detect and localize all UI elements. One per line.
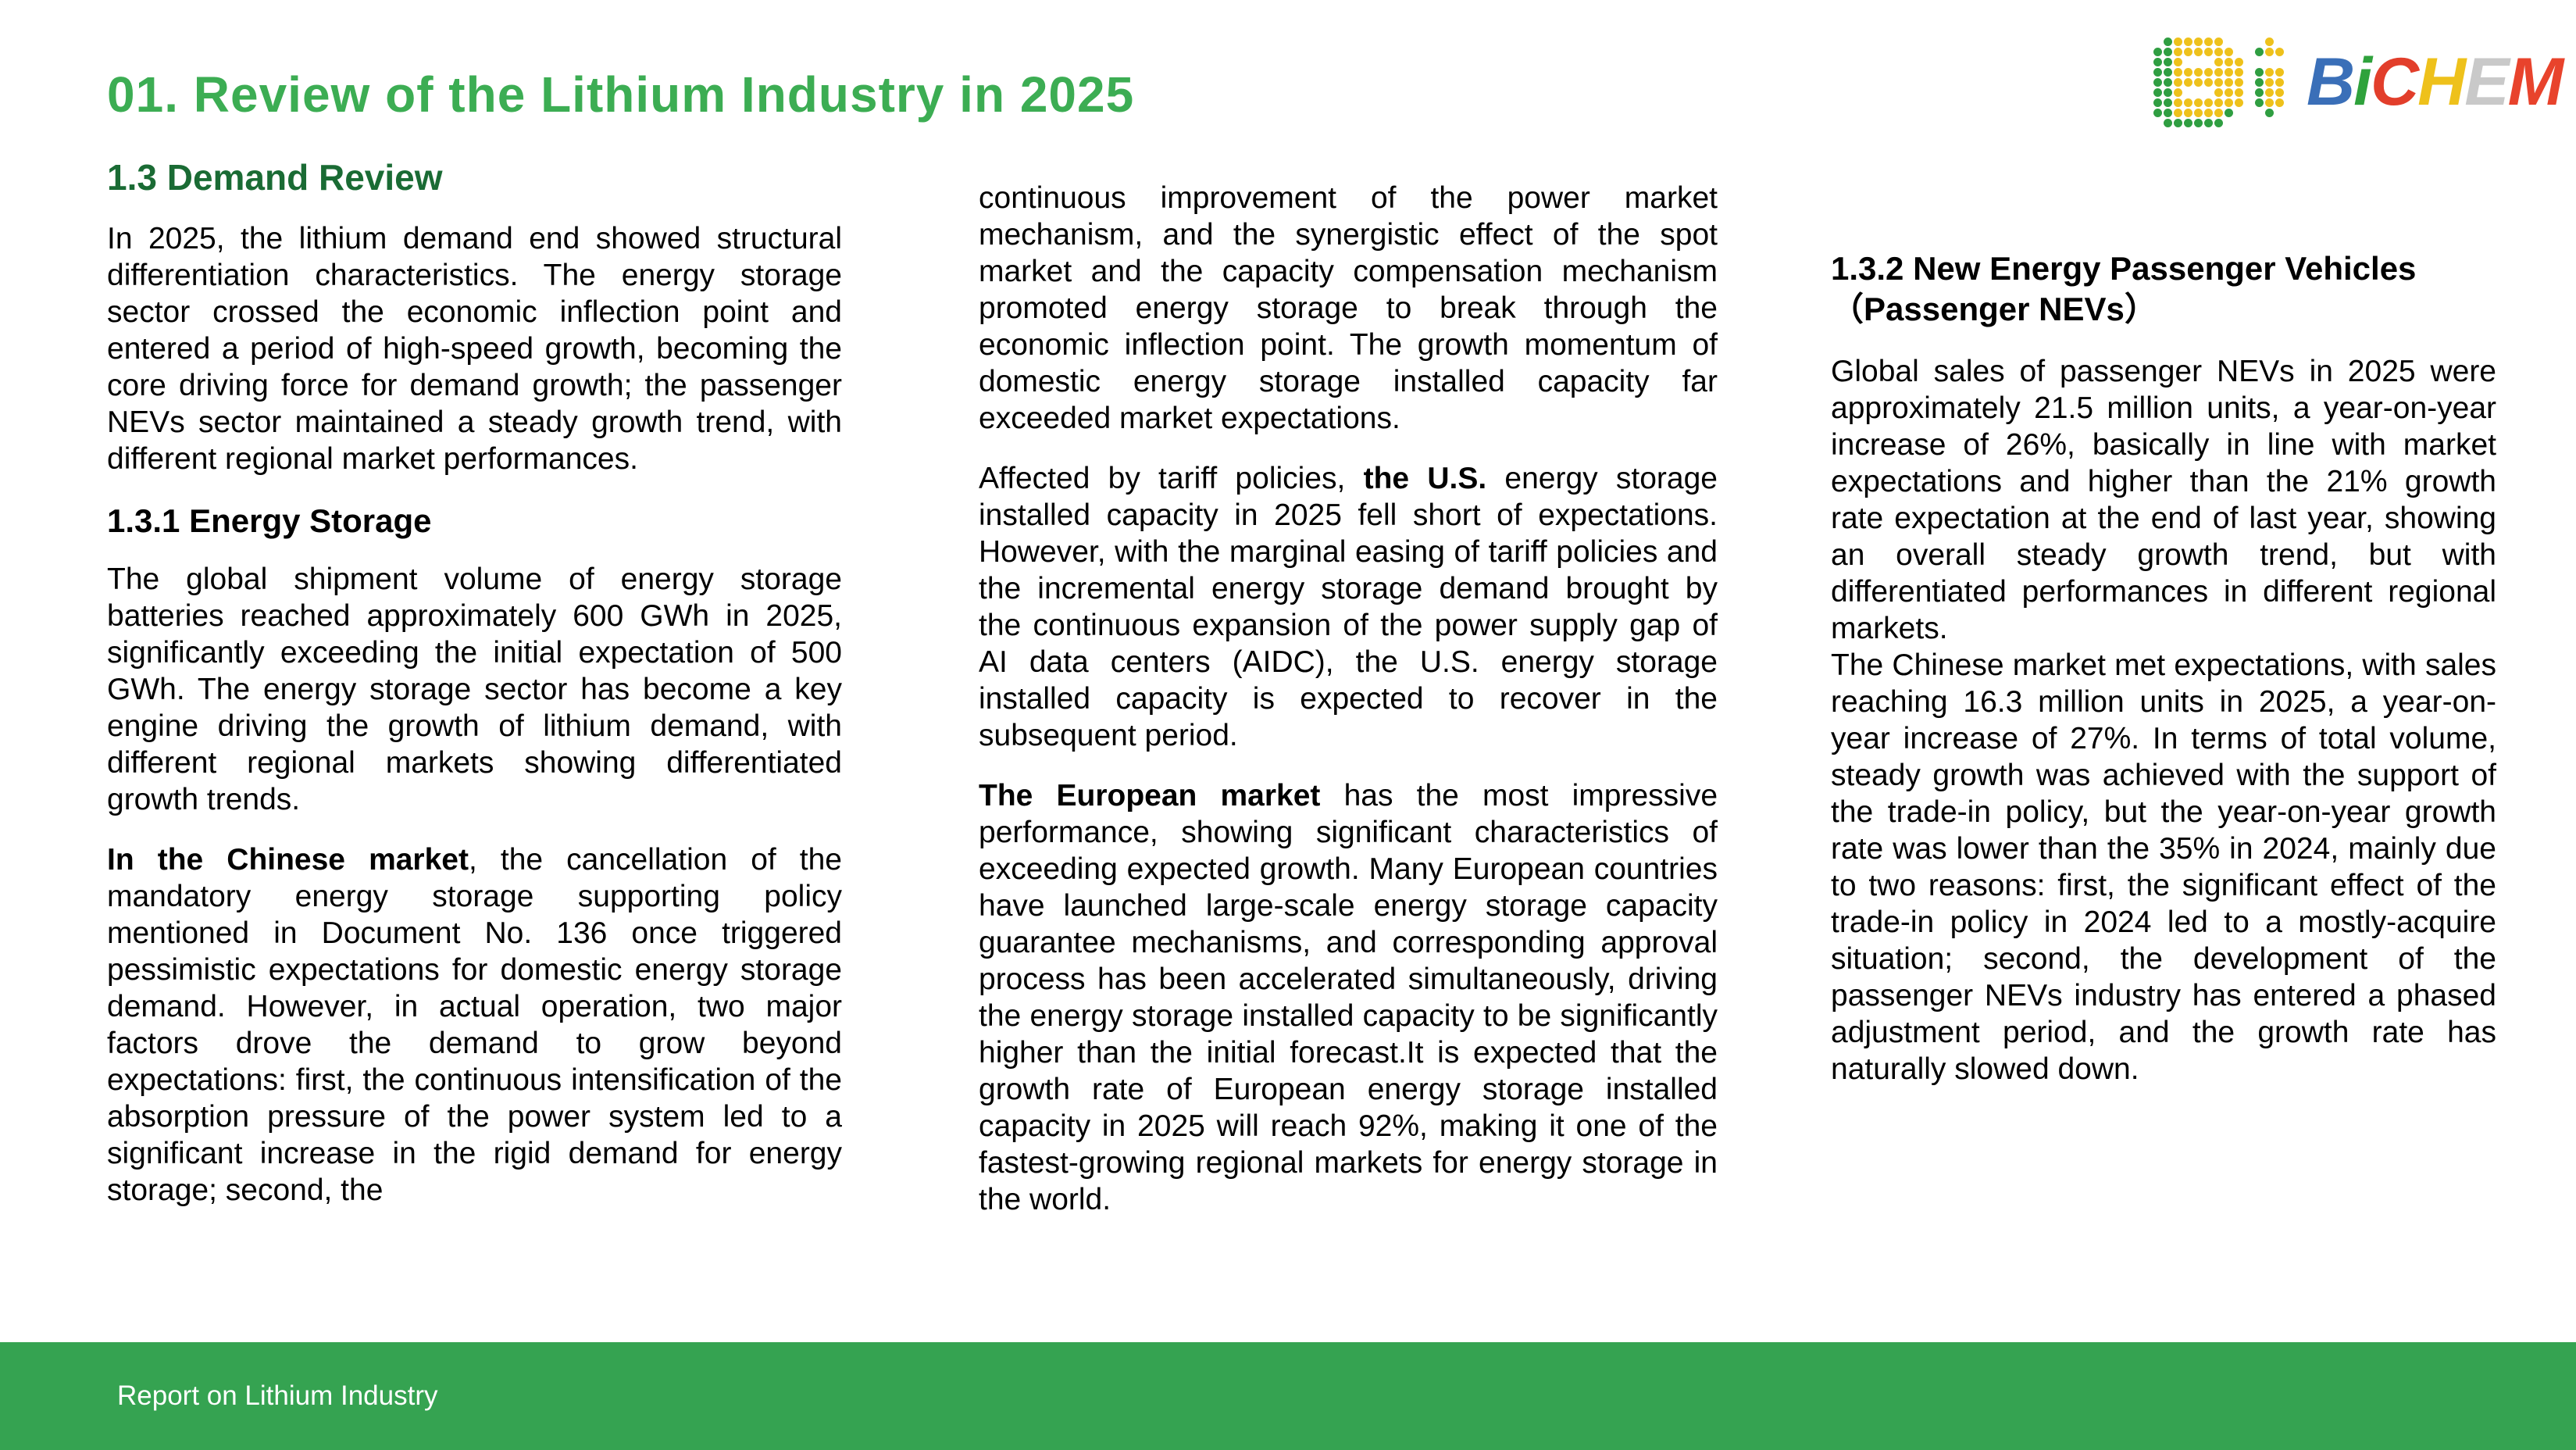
logo-letter: M — [2507, 45, 2564, 120]
body-paragraph: Global sales of passenger NEVs in 2025 w… — [1831, 355, 2496, 645]
body-paragraph: continuous improvement of the power mark… — [979, 181, 1718, 435]
body-paragraph: Affected by tariff policies, the U.S. en… — [979, 462, 1718, 752]
logo-letter: i — [2353, 45, 2372, 120]
content-column-2: continuous improvement of the power mark… — [979, 180, 1718, 1241]
body-paragraph: In 2025, the lithium demand end showed s… — [107, 222, 842, 476]
logo-letter: H — [2417, 45, 2466, 120]
section-heading: 1.3.2 New Energy Passenger Vehicles（Pass… — [1831, 250, 2417, 327]
section-heading: 1.3 Demand Review — [107, 157, 443, 198]
brand-logo: BiCHEM — [2153, 33, 2564, 131]
footer-text: Report on Lithium Industry — [117, 1380, 438, 1411]
content-column-3: 1.3.2 New Energy Passenger Vehicles（Pass… — [1831, 248, 2496, 1088]
logo-letter: E — [2464, 45, 2509, 120]
logo-letter: B — [2307, 45, 2355, 120]
logo-letter: C — [2371, 45, 2419, 120]
body-paragraph: The global shipment volume of energy sto… — [107, 562, 842, 816]
page-title: 01. Review of the Lithium Industry in 20… — [107, 66, 1135, 123]
logo-dot-matrix-icon — [2153, 37, 2285, 128]
section-heading: 1.3.1 Energy Storage — [107, 502, 432, 539]
body-paragraph: In the Chinese market, the cancellation … — [107, 843, 842, 1207]
content-column-1: 1.3 Demand Review In 2025, the lithium de… — [107, 156, 842, 1232]
body-paragraph: The Chinese market met expectations, wit… — [1831, 648, 2496, 1086]
footer-bar: Report on Lithium Industry — [0, 1342, 2576, 1450]
body-paragraph: The European market has the most impress… — [979, 779, 1718, 1216]
logo-wordmark: BiCHEM — [2307, 48, 2564, 116]
